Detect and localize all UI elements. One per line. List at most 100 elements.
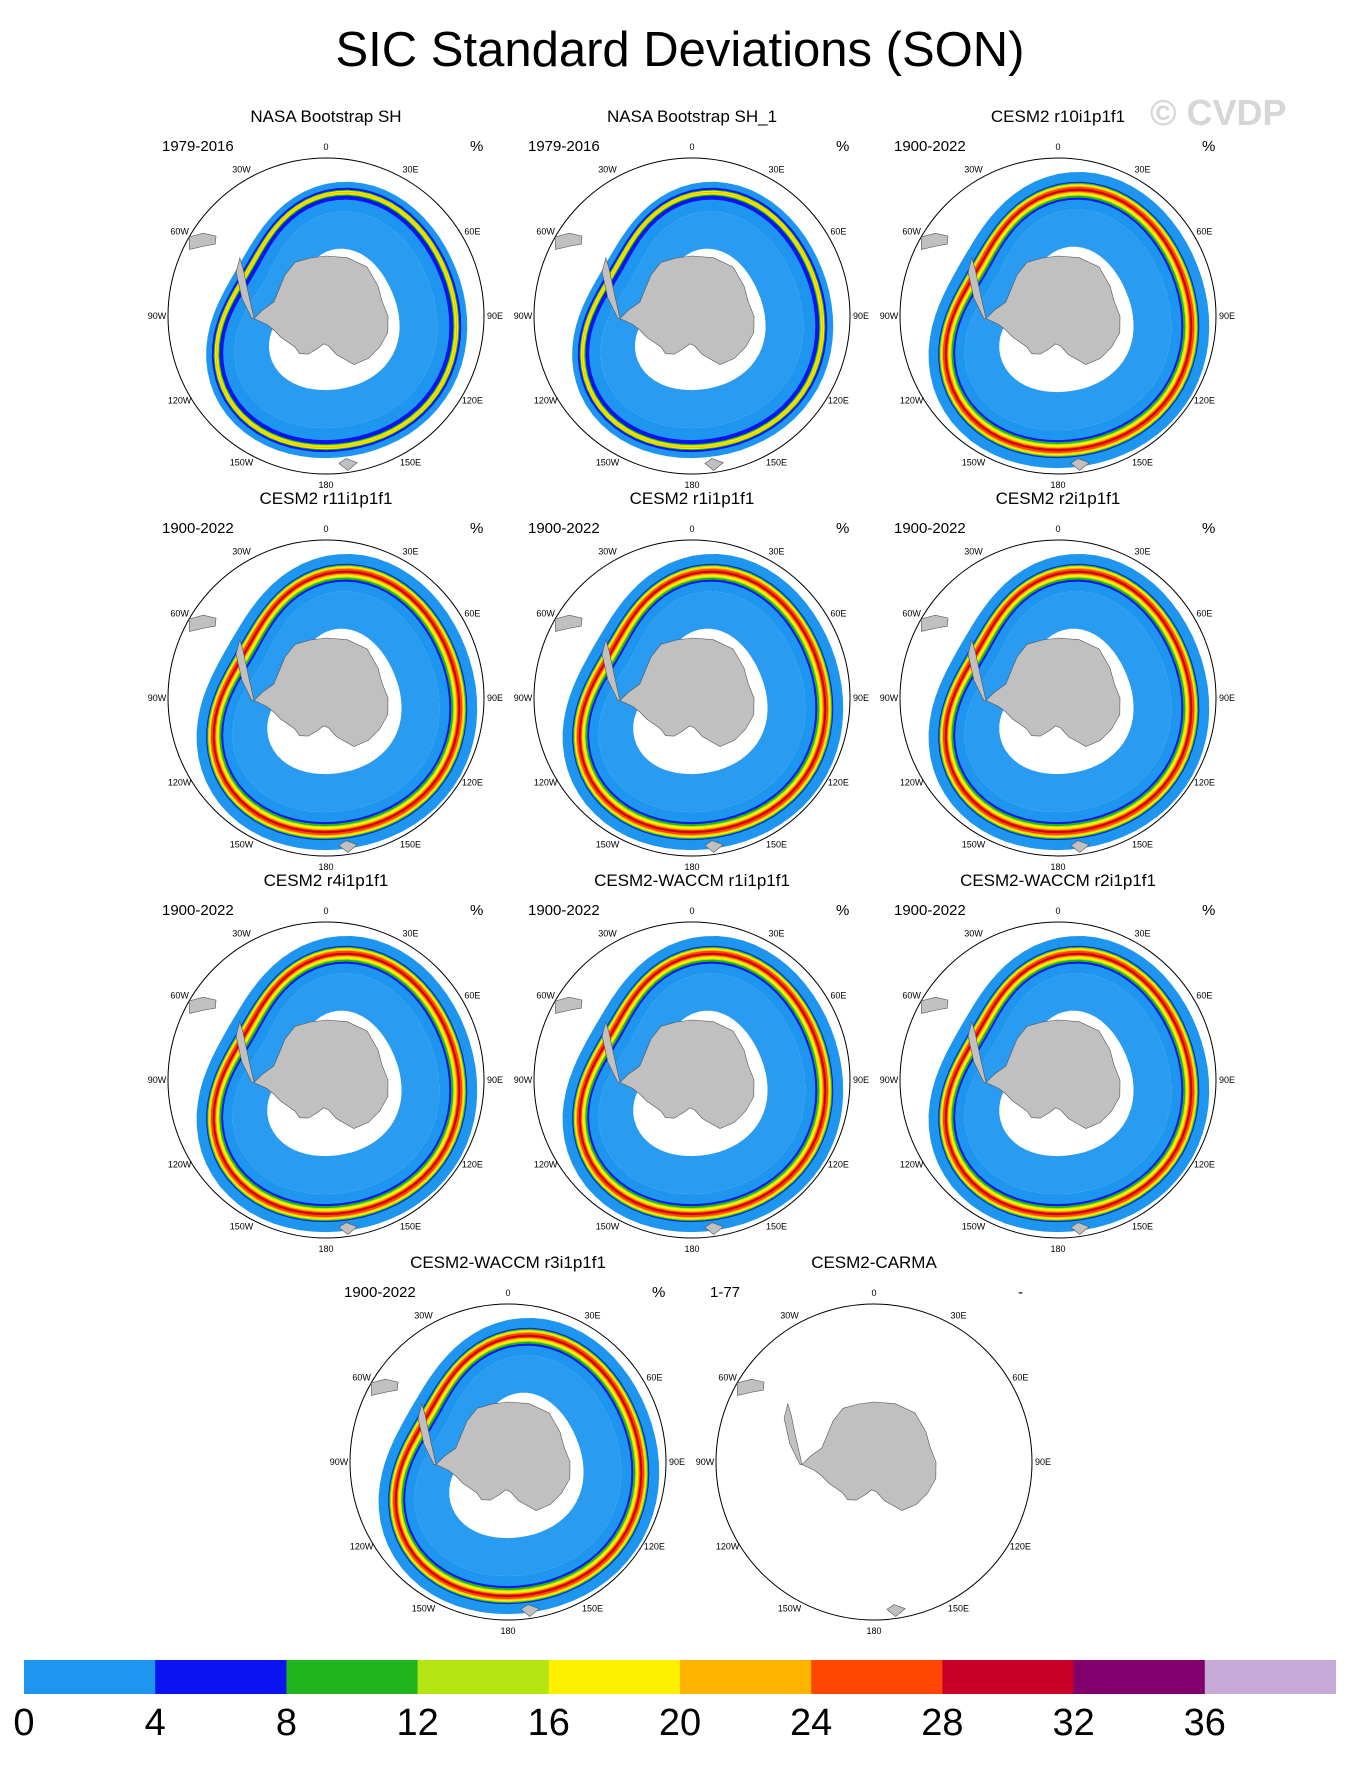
panel-title: CESM2 r1i1p1f1 (630, 489, 755, 508)
longitude-label: 120W (900, 1160, 924, 1170)
sic-contour-band (598, 591, 806, 813)
new-zealand-land (338, 840, 358, 853)
panel-years: 1900-2022 (344, 1284, 416, 1301)
map-svg: CESM2-WACCM r3i1p1f1 1900-2022 % 0 30E 60E 90E… (330, 1253, 685, 1636)
map-field (920, 172, 1210, 471)
map-panel: CESM2-WACCM r1i1p1f1 1900-2022% 0 30E 60E 90E… (502, 871, 882, 1254)
longitude-label: 60W (352, 1373, 371, 1383)
longitude-label: 30W (598, 547, 617, 557)
panel-years: 1979-2016 (162, 138, 234, 155)
longitude-label: 90E (487, 693, 503, 703)
antarctic-peninsula (601, 638, 621, 701)
new-zealand-land (704, 458, 724, 471)
longitude-label: 120E (1194, 1160, 1215, 1170)
longitude-label: 150E (766, 457, 787, 467)
longitude-label: 0 (1055, 142, 1060, 152)
longitude-label: 0 (505, 1288, 510, 1298)
longitude-label: 180 (1050, 480, 1065, 490)
longitude-label: 150E (582, 1603, 603, 1613)
longitude-label: 60W (718, 1373, 737, 1383)
longitude-label: 90W (148, 1075, 167, 1085)
longitude-label: 150E (766, 839, 787, 849)
longitude-label: 60W (536, 227, 555, 237)
longitude-label: 60W (902, 609, 921, 619)
south-america-land (188, 614, 217, 632)
longitude-label: 30E (402, 165, 418, 175)
longitude-label: 60W (902, 991, 921, 1001)
panel-years: 1900-2022 (528, 902, 600, 919)
longitude-label: 150W (230, 839, 254, 849)
longitude-label: 180 (500, 1626, 515, 1636)
sic-contour-band (964, 591, 1172, 813)
longitude-label: 30W (964, 547, 983, 557)
panel-units: % (652, 1284, 665, 1301)
longitude-label: 30E (768, 929, 784, 939)
longitude-label: 120E (1194, 396, 1215, 406)
longitude-label: 150W (596, 457, 620, 467)
panel-units: % (470, 138, 483, 155)
map-svg: CESM2 r2i1p1f1 1900-2022 % 0 30E 60E 90E 120E 15… (880, 489, 1235, 872)
new-zealand-land (338, 458, 358, 471)
antarctica-land (619, 1019, 755, 1129)
antarctic-peninsula (967, 638, 987, 701)
longitude-label: 120E (462, 396, 483, 406)
map-field (370, 1318, 660, 1617)
colorbar-tick-label: 12 (396, 1702, 439, 1744)
longitude-label: 60E (1196, 991, 1212, 1001)
colorbar-swatch (417, 1660, 550, 1694)
longitude-label: 90E (1219, 311, 1235, 321)
longitude-label: 30W (414, 1311, 433, 1321)
longitude-label: 90E (1219, 1075, 1235, 1085)
colorbar-tick-label: 16 (527, 1702, 570, 1744)
longitude-label: 120W (534, 396, 558, 406)
longitude-label: 180 (1050, 1244, 1065, 1254)
south-america-land (920, 614, 949, 632)
longitude-label: 90W (880, 1075, 899, 1085)
colorbar-swatch (286, 1660, 419, 1694)
new-zealand-land (704, 840, 724, 853)
longitude-label: 150W (962, 457, 986, 467)
sic-contour-band (232, 973, 440, 1195)
south-america-land (188, 232, 217, 250)
antarctica-land (985, 637, 1121, 747)
longitude-label: 120W (534, 1160, 558, 1170)
map-panel: CESM2-WACCM r2i1p1f1 1900-2022% 0 30E 60E 90E… (868, 871, 1248, 1254)
longitude-label: 30E (402, 929, 418, 939)
antarctic-peninsula (235, 256, 255, 319)
longitude-label: 60E (464, 227, 480, 237)
longitude-label: 0 (323, 142, 328, 152)
panel-title: CESM2 r10i1p1f1 (991, 107, 1125, 126)
antarctica-land (253, 637, 389, 747)
map-svg: CESM2-WACCM r1i1p1f1 1900-2022 % 0 30E 60E 90E… (514, 871, 869, 1254)
longitude-label: 120W (168, 778, 192, 788)
longitude-label: 180 (318, 480, 333, 490)
antarctica-land (253, 255, 389, 365)
longitude-label: 90W (514, 311, 533, 321)
panel-units: % (836, 520, 849, 537)
south-america-land (736, 1378, 765, 1396)
longitude-label: 150W (596, 1221, 620, 1231)
longitude-label: 120W (900, 396, 924, 406)
longitude-label: 60E (1196, 609, 1212, 619)
sic-contour-band (414, 1355, 622, 1577)
panel-units: % (1202, 520, 1215, 537)
colorbar-swatch (548, 1660, 681, 1694)
longitude-label: 150W (962, 839, 986, 849)
longitude-label: 90W (696, 1457, 715, 1467)
longitude-label: 90W (880, 693, 899, 703)
map-field (920, 936, 1210, 1235)
longitude-label: 60W (536, 609, 555, 619)
panel-units: % (836, 902, 849, 919)
antarctic-peninsula (601, 256, 621, 319)
panel-years: 1-77 (710, 1284, 740, 1301)
panel-years: 1900-2022 (162, 902, 234, 919)
map-svg: NASA Bootstrap SH_1 1979-2016 % 0 30E 60E 90E 1… (514, 107, 869, 490)
sic-contour-band (234, 211, 438, 429)
longitude-label: 90W (514, 1075, 533, 1085)
longitude-label: 0 (689, 142, 694, 152)
colorbar-tick-label: 20 (658, 1702, 702, 1744)
colorbar-tick-label: 36 (1183, 1702, 1226, 1744)
antarctica-land (435, 1401, 571, 1511)
sic-contour-band (232, 591, 440, 813)
panel-title: CESM2-WACCM r1i1p1f1 (594, 871, 790, 890)
